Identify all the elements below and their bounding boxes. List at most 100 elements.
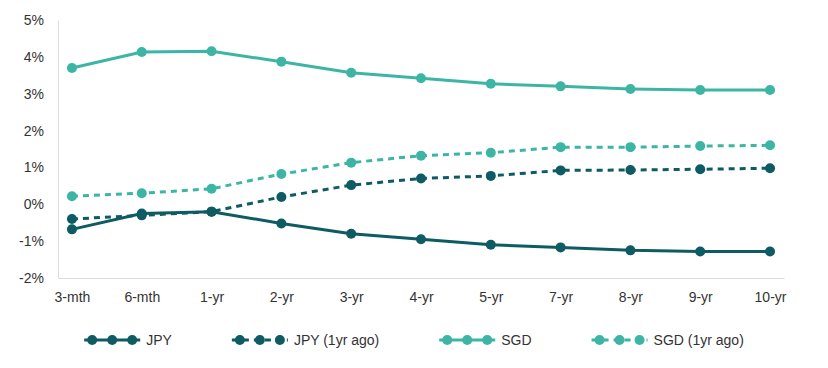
marks bbox=[67, 46, 775, 256]
x-tick-label: 2-yr bbox=[270, 289, 294, 305]
series-point bbox=[765, 85, 775, 95]
legend-label: JPY bbox=[146, 332, 172, 348]
y-tick-label: 4% bbox=[24, 49, 44, 65]
legend-marker bbox=[235, 335, 245, 345]
series-point bbox=[695, 246, 705, 256]
y-tick: 5% bbox=[24, 12, 58, 28]
y-tick: 3% bbox=[24, 86, 58, 102]
legend-item: JPY (1yr ago) bbox=[232, 332, 379, 348]
series-point bbox=[416, 151, 426, 161]
series-point bbox=[625, 165, 635, 175]
y-tick-label: 1% bbox=[24, 159, 44, 175]
legend-marker bbox=[595, 335, 605, 345]
legend-marker bbox=[462, 335, 472, 345]
series-point bbox=[207, 207, 217, 217]
series-point bbox=[207, 207, 217, 217]
chart: -2% -1% 0% 1% 2% 3% 4% 5% 3-mth 6-mth 1-yr 2-yr 3-yr… bbox=[0, 0, 828, 368]
series-point bbox=[346, 158, 356, 168]
y-tick-label: 5% bbox=[24, 12, 44, 28]
legend-marker bbox=[442, 335, 452, 345]
legend-marker bbox=[635, 335, 645, 345]
series-point bbox=[765, 246, 775, 256]
y-tick: -2% bbox=[19, 270, 58, 286]
series-point bbox=[556, 242, 566, 252]
x-tick-label: 7-yr bbox=[549, 289, 573, 305]
series-point bbox=[346, 180, 356, 190]
series-point bbox=[695, 164, 705, 174]
legend-marker bbox=[127, 335, 137, 345]
y-tick-label: -2% bbox=[19, 270, 44, 286]
series-point bbox=[276, 57, 286, 67]
x-tick: 5-yr bbox=[479, 278, 503, 305]
legend-item: JPY bbox=[84, 332, 172, 348]
x-tick-label: 4-yr bbox=[409, 289, 433, 305]
series-line bbox=[72, 212, 770, 252]
series-point bbox=[67, 224, 77, 234]
series-point bbox=[137, 47, 147, 57]
plot: -2% -1% 0% 1% 2% 3% 4% 5% 3-mth 6-mth 1-yr 2-yr 3-yr… bbox=[19, 12, 787, 305]
y-tick: 2% bbox=[24, 123, 58, 139]
series-point bbox=[625, 245, 635, 255]
x-tick: 10-yr bbox=[755, 278, 787, 305]
legend-marker bbox=[275, 335, 285, 345]
series-point bbox=[276, 192, 286, 202]
series-point bbox=[486, 171, 496, 181]
x-tick: 8-yr bbox=[619, 278, 643, 305]
y-tick: -1% bbox=[19, 233, 58, 249]
y-tick: 0% bbox=[24, 196, 58, 212]
legend-marker bbox=[255, 335, 265, 345]
x-tick: 7-yr bbox=[549, 278, 573, 305]
series-point bbox=[67, 191, 77, 201]
series-point bbox=[486, 79, 496, 89]
legend-marker bbox=[482, 335, 492, 345]
legend-marker bbox=[87, 335, 97, 345]
legend-marker bbox=[615, 335, 625, 345]
legend-label: JPY (1yr ago) bbox=[294, 332, 379, 348]
series-point bbox=[625, 84, 635, 94]
series-point bbox=[276, 218, 286, 228]
x-tick: 2-yr bbox=[270, 278, 294, 305]
x-tick-label: 9-yr bbox=[689, 289, 713, 305]
series-point bbox=[416, 73, 426, 83]
series-point bbox=[486, 240, 496, 250]
series-point bbox=[765, 140, 775, 150]
x-tick-label: 3-yr bbox=[340, 289, 364, 305]
series-line bbox=[72, 168, 770, 219]
series-point bbox=[765, 163, 775, 173]
series-point bbox=[695, 85, 705, 95]
series-point bbox=[416, 234, 426, 244]
y-tick-label: 3% bbox=[24, 86, 44, 102]
x-tick-label: 1-yr bbox=[200, 289, 224, 305]
legend-label: SGD bbox=[501, 332, 531, 348]
y-tick-label: 2% bbox=[24, 123, 44, 139]
series-point bbox=[346, 68, 356, 78]
x-axis-line bbox=[59, 278, 785, 279]
x-tick: 9-yr bbox=[689, 278, 713, 305]
series-point bbox=[207, 46, 217, 56]
y-tick-label: 0% bbox=[24, 196, 44, 212]
series-point bbox=[556, 142, 566, 152]
x-tick-label: 10-yr bbox=[755, 289, 787, 305]
y-tick: 1% bbox=[24, 159, 58, 175]
legend-label: SGD (1yr ago) bbox=[654, 332, 744, 348]
x-tick-label: 3-mth bbox=[55, 289, 91, 305]
series bbox=[67, 163, 775, 224]
series-point bbox=[276, 169, 286, 179]
series-point bbox=[207, 184, 217, 194]
series bbox=[67, 140, 775, 201]
series-point bbox=[137, 210, 147, 220]
series-point bbox=[346, 229, 356, 239]
y-axis-line bbox=[58, 21, 59, 279]
legend: JPY JPY (1yr ago) SGD SGD (1yr ago) bbox=[84, 332, 744, 348]
legend-item: SGD (1yr ago) bbox=[592, 332, 744, 348]
x-tick: 6-mth bbox=[124, 278, 160, 305]
series-point bbox=[137, 188, 147, 198]
series-point bbox=[625, 142, 635, 152]
series-point bbox=[556, 165, 566, 175]
series-point bbox=[416, 173, 426, 183]
legend-marker bbox=[107, 335, 117, 345]
x-tick: 4-yr bbox=[409, 278, 433, 305]
series-point bbox=[695, 141, 705, 151]
y-tick-label: -1% bbox=[19, 233, 44, 249]
x-tick: 3-yr bbox=[340, 278, 364, 305]
